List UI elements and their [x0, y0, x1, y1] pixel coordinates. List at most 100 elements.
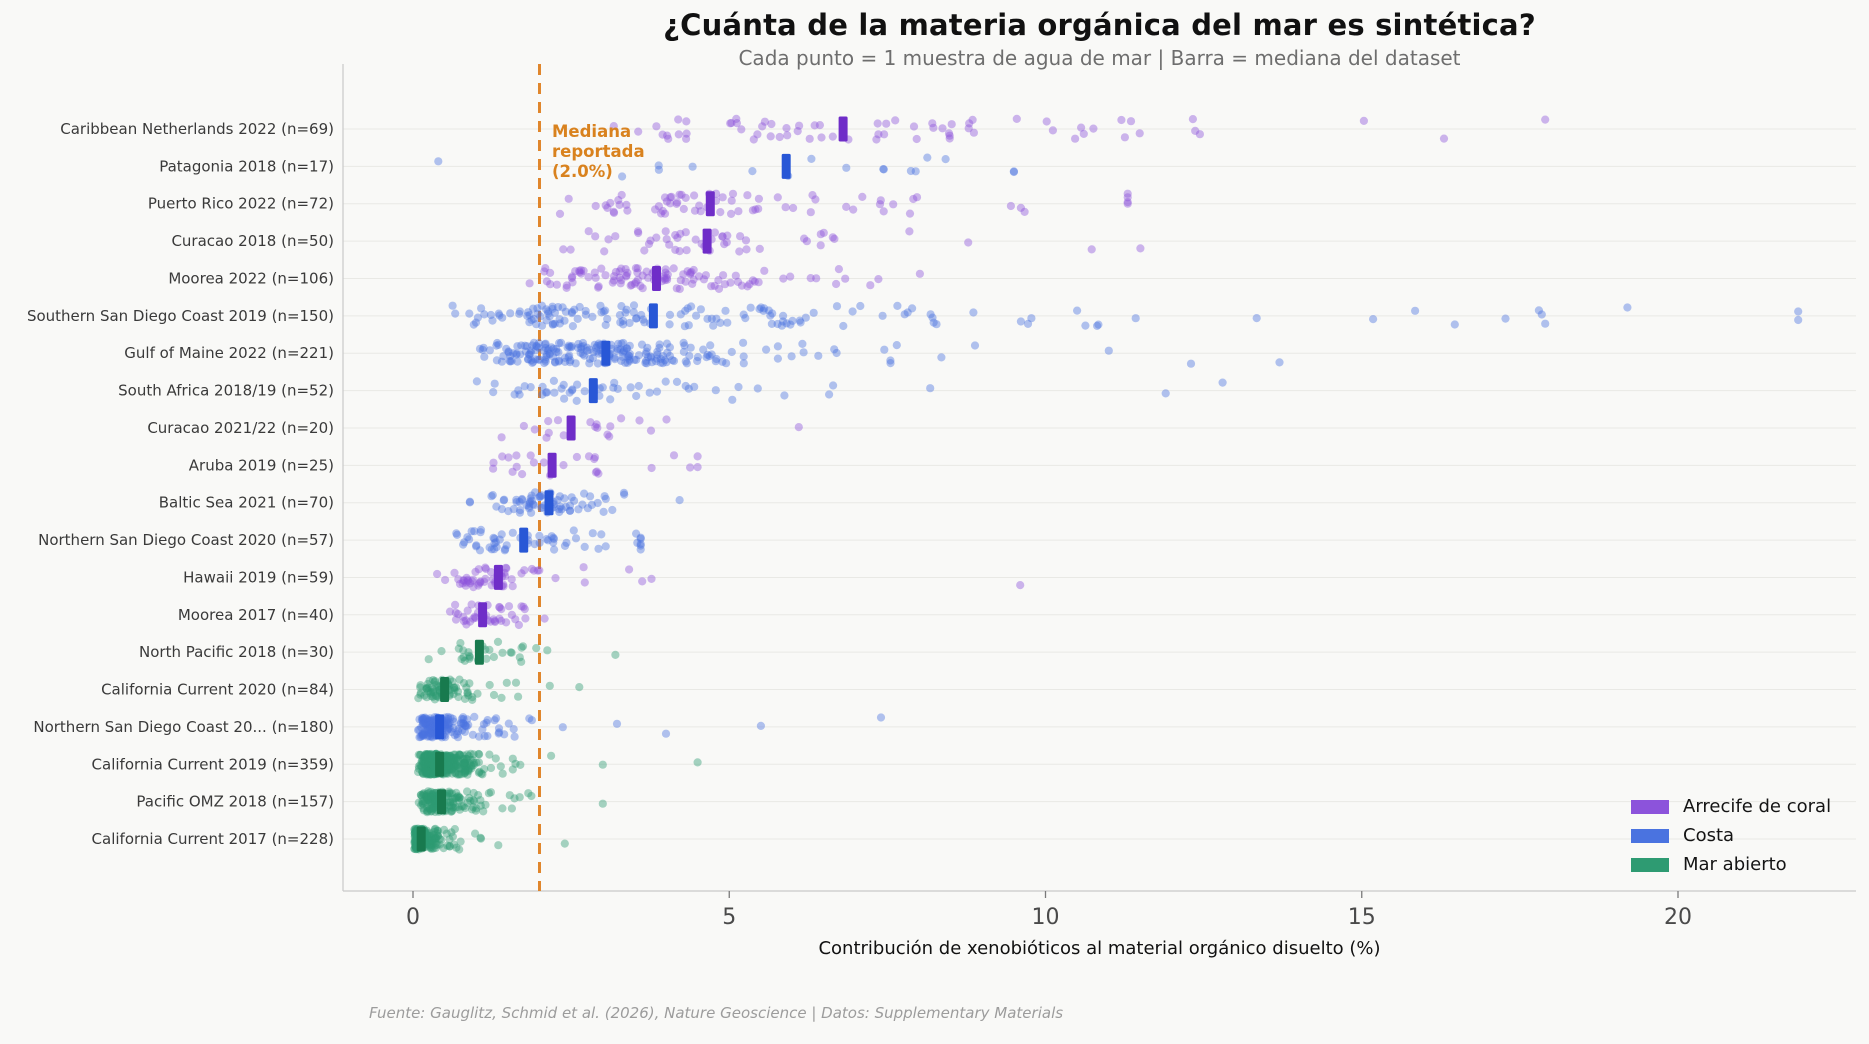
data-point — [444, 755, 453, 764]
median-bar — [781, 153, 791, 179]
data-point — [736, 232, 745, 241]
data-point — [526, 494, 535, 503]
data-point — [766, 132, 775, 141]
data-point — [433, 826, 443, 835]
data-point — [472, 542, 481, 551]
data-point — [664, 134, 673, 143]
data-point — [450, 762, 459, 771]
data-point — [647, 574, 656, 584]
data-point — [447, 765, 457, 774]
data-point — [560, 494, 569, 503]
data-point — [572, 452, 582, 462]
data-point — [480, 352, 489, 361]
data-point — [445, 751, 455, 760]
data-point — [419, 714, 429, 723]
data-point — [637, 310, 646, 320]
data-point — [426, 716, 435, 725]
data-point — [653, 347, 662, 356]
data-point — [964, 124, 973, 133]
data-point — [1123, 199, 1132, 208]
data-point — [459, 713, 468, 722]
data-point — [753, 130, 762, 139]
data-point — [636, 539, 645, 549]
data-point — [541, 388, 551, 397]
data-point — [900, 310, 909, 319]
data-point — [462, 754, 471, 764]
y-tick-label: California Current 2017 (n=228) — [92, 830, 334, 848]
data-point — [588, 312, 597, 321]
data-point — [489, 388, 498, 397]
data-point — [427, 807, 436, 816]
data-point — [464, 765, 473, 775]
data-point — [443, 766, 452, 775]
data-point — [467, 762, 476, 771]
data-point — [455, 750, 464, 759]
data-point — [542, 535, 551, 544]
data-point — [557, 384, 566, 393]
data-point — [689, 275, 698, 284]
data-point — [427, 768, 436, 777]
data-point — [591, 201, 600, 211]
median-bar — [601, 340, 611, 366]
data-point — [583, 504, 593, 513]
data-point — [445, 765, 454, 774]
median-bar — [838, 116, 848, 142]
data-point — [768, 309, 777, 318]
data-point — [492, 356, 501, 365]
data-point — [722, 238, 731, 247]
median-bar — [435, 714, 445, 740]
data-point — [731, 271, 740, 280]
data-point — [429, 676, 438, 685]
data-point — [425, 838, 434, 848]
data-point — [420, 751, 429, 760]
data-point — [469, 583, 478, 592]
y-tick-label: South Africa 2018/19 (n=52) — [118, 382, 334, 400]
data-point — [646, 426, 656, 435]
data-point — [766, 311, 775, 320]
data-point — [591, 422, 600, 431]
data-point — [459, 540, 468, 549]
data-point — [511, 678, 521, 687]
data-point — [614, 339, 623, 348]
data-point — [553, 496, 562, 505]
chart-subtitle: Cada punto = 1 muestra de agua de mar | … — [738, 46, 1461, 70]
data-point — [447, 789, 457, 798]
data-point — [474, 581, 483, 590]
data-point — [448, 803, 457, 812]
data-point — [470, 712, 479, 722]
data-point — [410, 825, 419, 834]
data-point — [495, 535, 504, 544]
data-point — [447, 828, 456, 837]
data-point — [442, 756, 451, 765]
data-point — [712, 354, 721, 364]
data-point — [515, 653, 524, 662]
data-point — [608, 278, 617, 287]
data-point — [504, 348, 513, 357]
data-point — [882, 119, 891, 128]
data-point — [450, 763, 459, 772]
data-point — [445, 765, 454, 774]
data-point — [691, 235, 700, 244]
data-point — [464, 793, 474, 803]
data-point — [494, 309, 503, 318]
data-point — [494, 724, 504, 733]
data-point — [687, 268, 696, 277]
data-point — [435, 834, 444, 844]
data-point — [603, 314, 612, 324]
data-point — [557, 338, 566, 347]
data-point — [1131, 314, 1140, 323]
data-point — [676, 310, 685, 319]
data-point — [445, 718, 454, 727]
data-point — [619, 320, 628, 329]
data-point — [459, 679, 469, 688]
data-point — [453, 733, 463, 742]
median-bar — [702, 228, 712, 254]
data-point — [594, 469, 603, 478]
data-point — [473, 689, 482, 698]
data-point — [425, 723, 434, 732]
data-point — [1093, 321, 1102, 330]
data-point — [849, 205, 858, 214]
data-point — [456, 837, 465, 846]
data-point — [494, 729, 503, 738]
data-point — [437, 647, 446, 656]
